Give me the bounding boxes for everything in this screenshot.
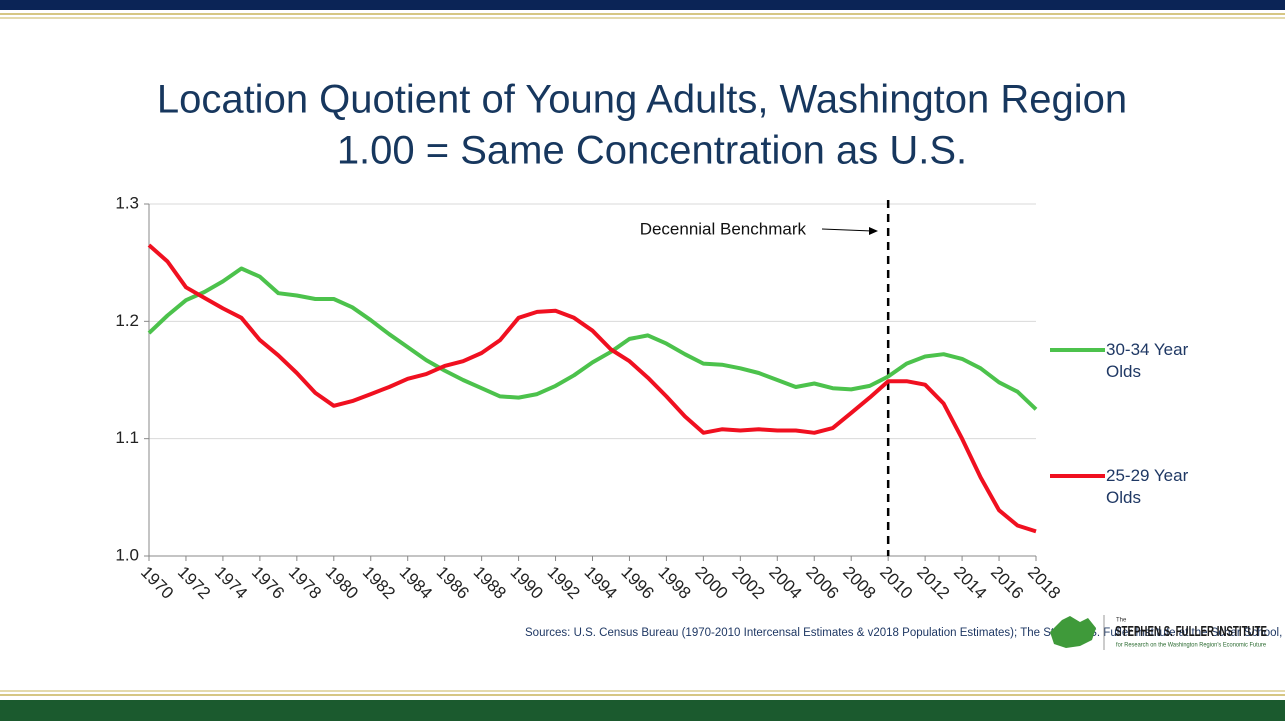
logo-small: The [1116, 618, 1127, 624]
y-tick-label: 1.0 [115, 545, 139, 564]
x-tick-label: 2002 [728, 563, 768, 603]
series-line [147, 243, 1037, 534]
x-tick-label: 1990 [507, 563, 547, 603]
y-tick-label: 1.1 [115, 428, 139, 447]
annotation-text: Decennial Benchmark [640, 219, 807, 238]
x-tick-label: 1978 [285, 563, 325, 603]
x-tick-label: 2012 [913, 563, 953, 603]
x-tick-label: 1982 [359, 563, 399, 603]
x-tick-label: 1974 [211, 563, 251, 603]
x-tick-label: 2016 [987, 563, 1027, 603]
x-tick-label: 2018 [1024, 563, 1064, 603]
x-tick-label: 1970 [137, 563, 177, 603]
x-tick-label: 1984 [396, 563, 436, 603]
x-tick-label: 2014 [950, 563, 990, 603]
x-tick-label: 1972 [174, 563, 214, 603]
chart-subtitle: 1.00 = Same Concentration as U.S. [337, 129, 967, 173]
chart-title: Location Quotient of Young Adults, Washi… [157, 78, 1127, 122]
y-tick-label: 1.2 [115, 311, 139, 330]
x-tick-label: 1980 [322, 563, 362, 603]
x-tick-label: 1988 [470, 563, 510, 603]
x-tick-label: 2008 [839, 563, 879, 603]
x-tick-label: 1996 [617, 563, 657, 603]
y-tick-label: 1.3 [115, 193, 139, 212]
x-tick-label: 1986 [433, 563, 473, 603]
series-line [147, 266, 1038, 411]
x-tick-label: 1992 [544, 563, 584, 603]
logo-name: STEPHEN S. FULLER INSTITUTE [1115, 623, 1267, 640]
x-tick-label: 2010 [876, 563, 916, 603]
x-tick-label: 1998 [654, 563, 694, 603]
x-tick-label: 1976 [248, 563, 288, 603]
legend-label: 25-29 Year Olds [1106, 466, 1189, 507]
annotation-arrowhead [869, 227, 878, 235]
top-band [0, 0, 1285, 10]
x-tick-label: 2004 [765, 563, 805, 603]
bottom-band [0, 700, 1285, 721]
x-tick-label: 1994 [581, 563, 621, 603]
x-tick-label: 2006 [802, 563, 842, 603]
logo-tagline: for Research on the Washington Region's … [1116, 642, 1266, 649]
x-tick-label: 2000 [691, 563, 731, 603]
logo-mark [1050, 616, 1096, 648]
legend-label: 30-34 Year Olds [1106, 340, 1189, 381]
annotation-arrow [821, 228, 873, 232]
